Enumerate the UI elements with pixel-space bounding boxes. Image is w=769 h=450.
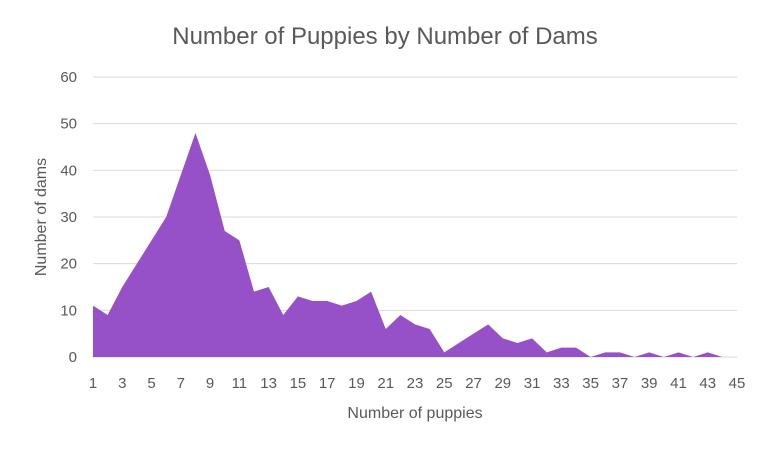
x-tick-label: 25 <box>436 375 453 392</box>
x-tick-label: 3 <box>118 375 126 392</box>
x-tick-label: 43 <box>699 375 716 392</box>
area-series <box>93 133 723 357</box>
y-tick-label: 50 <box>60 116 77 133</box>
x-tick-label: 29 <box>494 375 511 392</box>
x-axis-ticks: 1 3 5 7 9 11 13 15 17 19 21 23 25 27 29 31 33 35 37 39 41 43 4… <box>89 375 746 392</box>
x-tick-label: 1 <box>89 375 97 392</box>
y-axis-ticks: 0 10 20 30 40 50 60 <box>60 69 77 366</box>
x-tick-label: 35 <box>582 375 599 392</box>
x-axis-label: Number of puppies <box>347 405 482 422</box>
x-tick-label: 23 <box>407 375 424 392</box>
y-tick-label: 20 <box>60 256 77 273</box>
x-tick-label: 33 <box>553 375 570 392</box>
x-tick-label: 19 <box>348 375 365 392</box>
x-tick-label: 41 <box>670 375 687 392</box>
y-tick-label: 40 <box>60 162 77 179</box>
chart-title: Number of Puppies by Number of Dams <box>172 23 598 50</box>
x-tick-label: 13 <box>260 375 277 392</box>
x-tick-label: 31 <box>524 375 541 392</box>
y-tick-label: 30 <box>60 209 77 226</box>
y-tick-label: 0 <box>69 349 77 366</box>
x-tick-label: 11 <box>232 375 248 392</box>
y-tick-label: 60 <box>60 69 77 86</box>
x-tick-label: 45 <box>729 375 746 392</box>
x-tick-label: 37 <box>612 375 629 392</box>
x-tick-label: 21 <box>377 375 394 392</box>
y-axis-label: Number of dams <box>33 158 50 276</box>
x-tick-label: 39 <box>641 375 658 392</box>
x-tick-label: 5 <box>147 375 155 392</box>
x-tick-label: 15 <box>290 375 307 392</box>
x-tick-label: 7 <box>177 375 185 392</box>
x-tick-label: 17 <box>319 375 336 392</box>
plot-area <box>92 132 723 358</box>
y-tick-label: 10 <box>60 302 77 319</box>
x-tick-label: 9 <box>206 375 214 392</box>
x-tick-label: 27 <box>465 375 482 392</box>
